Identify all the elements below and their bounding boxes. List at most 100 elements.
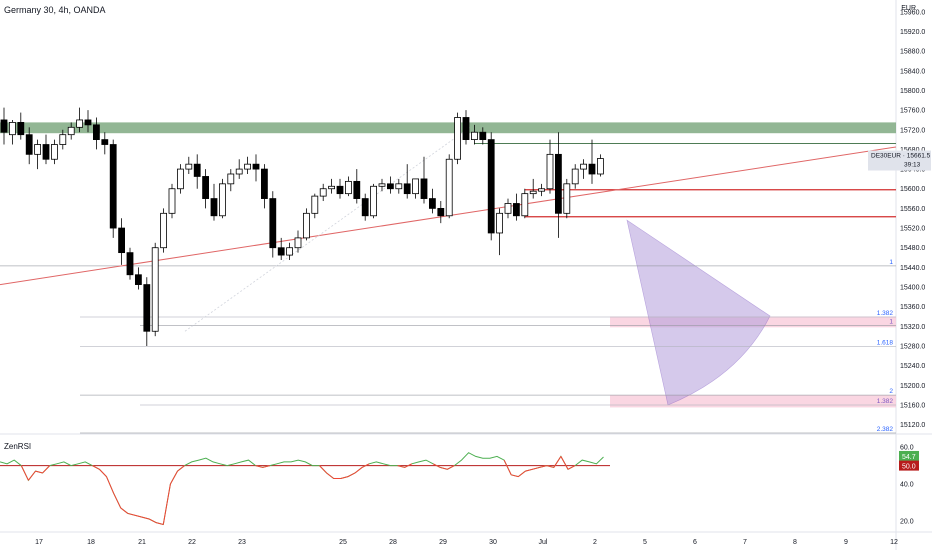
candle-up[interactable]	[580, 163, 587, 170]
candle-up[interactable]	[302, 212, 310, 239]
candle-down[interactable]	[101, 139, 109, 145]
candle-down[interactable]	[260, 168, 268, 199]
candle-up[interactable]	[286, 247, 294, 256]
candle-up[interactable]	[504, 203, 512, 214]
candle-down[interactable]	[403, 183, 411, 195]
time-axis-label: 8	[793, 539, 797, 546]
rsi-tick-label: 40.0	[900, 482, 914, 489]
candle-down[interactable]	[126, 252, 134, 276]
candle-up[interactable]	[470, 131, 478, 141]
candle-up[interactable]	[76, 119, 83, 128]
candle-down[interactable]	[487, 139, 495, 234]
candle-down[interactable]	[353, 180, 361, 199]
rsi-line-segment-low	[106, 476, 115, 494]
candle-down[interactable]	[513, 203, 520, 217]
rsi-line-segment-low	[177, 465, 185, 472]
candle-up[interactable]	[496, 212, 504, 234]
candle-down[interactable]	[555, 153, 562, 214]
candle-up[interactable]	[370, 185, 378, 217]
candle-up[interactable]	[8, 122, 16, 136]
candle-up[interactable]	[160, 212, 168, 249]
symbol-title[interactable]: Germany 30, 4h, OANDA	[4, 5, 106, 15]
last-price-label: DE30EUR · 15661.5	[871, 153, 931, 160]
candle-up[interactable]	[34, 144, 41, 155]
candle-up[interactable]	[294, 237, 302, 249]
candle-down[interactable]	[93, 124, 100, 140]
candle-down[interactable]	[386, 183, 394, 190]
candle-up[interactable]	[563, 183, 571, 214]
candle-down[interactable]	[118, 227, 125, 254]
time-axis-label: Jul	[539, 539, 548, 546]
candle-down[interactable]	[437, 207, 445, 217]
rsi-line-segment-low	[255, 465, 263, 468]
candle-up[interactable]	[151, 247, 159, 332]
candle-down[interactable]	[109, 144, 117, 229]
candle-up[interactable]	[319, 188, 327, 197]
candle-up[interactable]	[51, 144, 58, 160]
candle-down[interactable]	[134, 274, 142, 285]
candle-up[interactable]	[218, 183, 226, 217]
candle-up[interactable]	[546, 153, 554, 190]
candle-down[interactable]	[25, 134, 33, 155]
price-tick-label: 15520.0	[900, 226, 925, 233]
resistance-zone[interactable]	[0, 122, 896, 134]
candle-up[interactable]	[445, 158, 453, 217]
candle-up[interactable]	[571, 168, 579, 185]
candle-up[interactable]	[538, 188, 545, 192]
candle-up[interactable]	[168, 188, 176, 214]
candle-up[interactable]	[521, 193, 529, 217]
time-axis-label: 23	[238, 539, 246, 546]
candle-up[interactable]	[412, 178, 420, 195]
candle-down[interactable]	[252, 163, 260, 170]
candle-up[interactable]	[454, 117, 462, 160]
price-tick-label: 15400.0	[900, 285, 925, 292]
price-tick-label: 15360.0	[900, 304, 925, 311]
candle-up[interactable]	[311, 195, 319, 214]
rsi-value-badge	[899, 450, 919, 461]
candle-down[interactable]	[193, 163, 201, 177]
rsi-line-segment-low	[35, 470, 43, 474]
candle-down[interactable]	[269, 198, 277, 249]
candle-up[interactable]	[227, 173, 235, 185]
candle-down[interactable]	[479, 131, 487, 141]
time-axis-label: 30	[489, 539, 497, 546]
price-tick-label: 15760.0	[900, 108, 925, 115]
candle-up[interactable]	[67, 126, 75, 136]
candle-down[interactable]	[210, 198, 218, 217]
candle-up[interactable]	[185, 163, 193, 170]
last-price-box[interactable]	[868, 150, 931, 171]
candle-down[interactable]	[277, 247, 285, 256]
candle-down[interactable]	[428, 198, 436, 209]
candle-down[interactable]	[588, 163, 596, 175]
target-zone-lower[interactable]	[610, 395, 896, 408]
candle-down[interactable]	[0, 119, 8, 133]
rsi-line-segment-low	[120, 507, 129, 514]
time-axis-label: 9	[844, 539, 848, 546]
candle-up[interactable]	[344, 180, 352, 195]
channel-guide-line[interactable]	[184, 126, 471, 332]
candle-up[interactable]	[244, 163, 252, 170]
candle-down[interactable]	[462, 117, 470, 141]
candle-up[interactable]	[176, 168, 184, 190]
candle-down[interactable]	[336, 185, 344, 195]
candle-down[interactable]	[420, 178, 428, 199]
candle-up[interactable]	[59, 134, 67, 145]
rsi-indicator-name[interactable]: ZenRSI	[4, 442, 32, 451]
candle-up[interactable]	[328, 185, 336, 190]
candle-down[interactable]	[202, 176, 210, 199]
rsi-value-label: 54.7	[902, 454, 916, 461]
candle-down[interactable]	[361, 198, 369, 217]
candle-up[interactable]	[378, 183, 386, 187]
candle-down[interactable]	[17, 122, 25, 136]
time-axis-label: 18	[87, 539, 95, 546]
candle-down[interactable]	[84, 119, 92, 126]
candle-up[interactable]	[395, 183, 403, 190]
candle-up[interactable]	[235, 168, 243, 175]
candle-up[interactable]	[529, 190, 537, 195]
candle-down[interactable]	[143, 284, 151, 332]
rsi-line-segment-low	[156, 522, 164, 525]
candle-up[interactable]	[597, 158, 604, 175]
projection-fan[interactable]	[626, 219, 771, 406]
candle-down[interactable]	[42, 144, 50, 160]
